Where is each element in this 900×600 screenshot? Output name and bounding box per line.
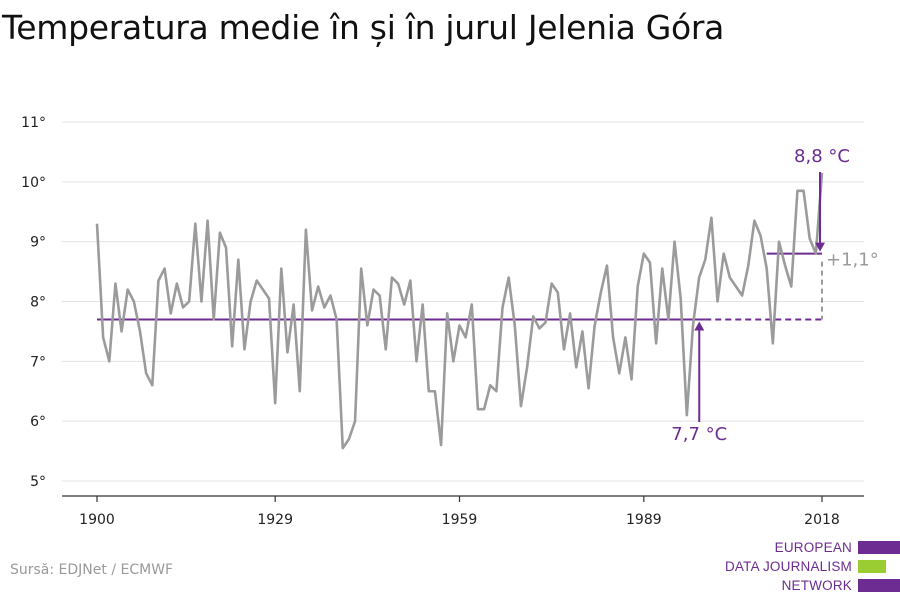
x-tick-label: 1989: [626, 512, 662, 528]
chart-title: Temperatura medie în și în jurul Jelenia…: [2, 8, 725, 47]
arrow-high-head: [815, 242, 825, 252]
y-tick-label: 5°: [30, 474, 46, 490]
logo-bar-1: [858, 541, 900, 554]
source-note: Sursă: EDJNet / ECMWF: [10, 562, 174, 578]
logo-bar-2: [858, 560, 886, 573]
y-axis: 5° 6° 7° 8° 9° 10° 11°: [21, 115, 46, 490]
y-tick-label: 8°: [30, 295, 46, 311]
logo-bar-3: [858, 579, 900, 592]
x-tick-label: 1959: [442, 512, 478, 528]
x-tick-label: 1929: [257, 512, 293, 528]
annotation-low: 7,7 °C: [671, 424, 727, 445]
edjnet-logo: EUROPEAN DATA JOURNALISM NETWORK: [700, 538, 900, 598]
reference-lines: [97, 252, 823, 321]
annotations: +1,1° 7,7 °C 8,8 °C: [671, 146, 878, 445]
grid-lines: [62, 121, 864, 482]
y-tick-label: 11°: [21, 115, 46, 131]
difference-label: +1,1°: [826, 250, 879, 271]
logo-line-1: EUROPEAN: [774, 540, 852, 555]
series: [95, 172, 824, 450]
x-tick-label: 2018: [804, 512, 840, 528]
logo-line-2: DATA JOURNALISM: [724, 559, 852, 574]
logo-line-3: NETWORK: [781, 578, 852, 593]
x-tick-label: 1900: [79, 512, 115, 528]
y-tick-label: 6°: [30, 414, 46, 430]
temperature-line: [95, 172, 824, 450]
arrow-low-head: [694, 321, 705, 331]
y-tick-label: 10°: [21, 175, 46, 191]
y-tick-label: 9°: [30, 235, 46, 251]
annotation-high: 8,8 °C: [794, 146, 850, 167]
x-axis: 1900 1929 1959 1989 2018: [62, 495, 864, 528]
y-tick-label: 7°: [30, 354, 46, 370]
